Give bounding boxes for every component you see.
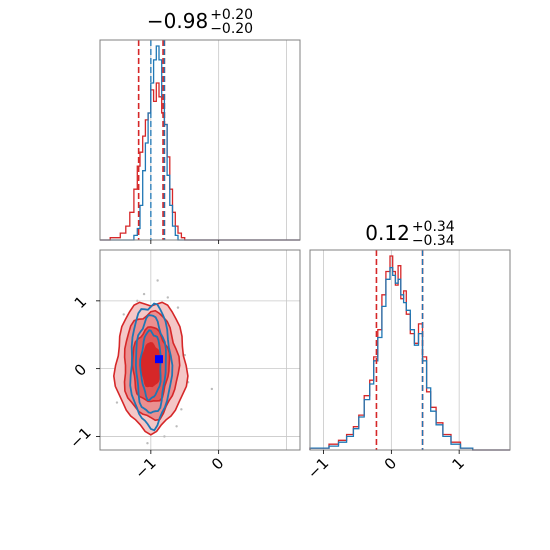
hist-2-xtick-label-0: −1 <box>304 454 332 482</box>
hist-2-xtick-label-1: 0 <box>381 454 400 473</box>
scatter-point-18 <box>166 296 169 299</box>
scatter-point-7 <box>163 435 166 438</box>
contour-red-levels <box>112 301 189 436</box>
blue-contour-level-0 <box>129 302 174 432</box>
scatter-point-3 <box>180 408 183 411</box>
hist-panel-1-frame <box>99 39 301 241</box>
hist-1-blue-series <box>100 45 300 241</box>
hist-panel-1-ticks <box>150 240 220 244</box>
contour-panel-grid <box>100 250 300 450</box>
title-param-1-value: −0.98 <box>147 9 208 33</box>
scatter-point-2 <box>176 306 180 309</box>
hist-2-red-series <box>309 255 510 451</box>
hist-panel-1: −0.98 +0.20 −0.20 <box>99 7 301 244</box>
scatter-point-15 <box>175 425 178 428</box>
title-param-2-value: 0.12 <box>365 221 410 245</box>
title-param-1-plus: +0.20 <box>210 7 253 23</box>
hist-panel-2-ticks: −1 0 1 <box>304 450 468 482</box>
scatter-point-17 <box>136 299 139 303</box>
contour-panel-frame <box>99 249 301 451</box>
hist-panel-2-quantile-lines <box>375 250 424 450</box>
hist-1-red-series <box>100 82 300 241</box>
truth-marker <box>154 355 163 364</box>
contour-ytick-label-1: 0 <box>71 360 90 379</box>
red-contour-level-3 <box>140 341 162 388</box>
scatter-point-10 <box>115 401 119 404</box>
hist-2-blue-series <box>309 266 510 451</box>
scatter-point-6 <box>142 292 146 296</box>
hist-panel-1-grid <box>150 40 287 240</box>
contour-marker <box>154 355 163 364</box>
hist-panel-2-grid <box>323 250 460 450</box>
scatter-point-13 <box>146 442 149 445</box>
title-param-1-minus: −0.20 <box>210 21 253 37</box>
hist-panel-2-bins <box>309 255 510 451</box>
hist-panel-1-quantile-lines <box>137 40 166 240</box>
contour-xtick-label-0: −1 <box>131 454 159 482</box>
contour-xtick-label-1: 0 <box>208 454 227 473</box>
contour-ytick-label-2: 1 <box>71 293 90 312</box>
scatter-point-12 <box>156 279 159 282</box>
contour-ytick-label-0: −1 <box>66 424 94 452</box>
hist-panel-1-bins <box>100 45 300 241</box>
blue-contour-level-1 <box>134 314 167 414</box>
blue-contour-level-2 <box>139 329 162 402</box>
title-param-2-minus: −0.34 <box>412 233 455 249</box>
scatter-point-16 <box>210 387 214 391</box>
scatter-point-14 <box>122 313 125 316</box>
hist-2-xtick-label-2: 1 <box>449 454 468 473</box>
contour-panel: −1 0 −1 0 1 <box>66 249 301 482</box>
contour-blue-levels <box>129 302 174 432</box>
title-param-2-plus: +0.34 <box>412 219 455 235</box>
hist-panel-2: −1 0 1 0.12 +0.34 −0.34 <box>304 219 511 482</box>
hist-panel-2-frame <box>309 249 511 451</box>
